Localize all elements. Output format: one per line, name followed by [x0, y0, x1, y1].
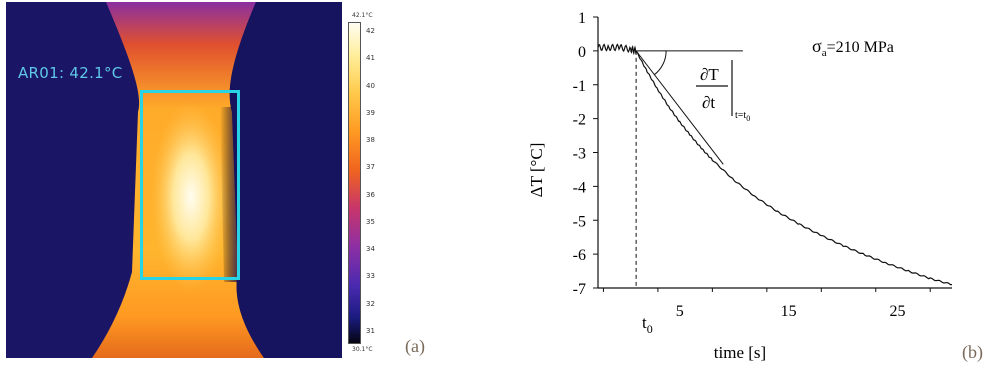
panel-a-caption: (a) [405, 336, 425, 356]
y-tick-label: -1 [573, 78, 586, 95]
chart-ticks: 1 0 -1 -2 -3 -4 -5 -6 -7 5 15 25 [573, 10, 931, 320]
colorbar-tick-label: 39 [366, 108, 375, 117]
derivative-eval-text: t=t [735, 110, 746, 121]
stress-symbol: σ [812, 36, 822, 56]
x-axis-label: time [s] [714, 343, 766, 362]
colorbar-tick-label: 42 [366, 27, 375, 35]
x-tick-label: 25 [890, 303, 906, 320]
y-axis-label: ΔT [°C] [527, 143, 546, 198]
tangent-line [635, 50, 724, 165]
x-tick-label: 15 [781, 303, 797, 320]
angle-arc [654, 50, 667, 76]
roi-label: AR01: 42.1°C [18, 64, 123, 82]
derivative-eval-sub0: 0 [746, 114, 750, 123]
colorbar-tick-label: 38 [366, 136, 375, 145]
thermal-image: AR01: 42.1°C [6, 2, 342, 358]
temperature-curve [597, 43, 953, 286]
y-tick-label: 1 [578, 10, 586, 27]
panel-b-caption: (b) [962, 342, 983, 362]
colorbar-tick-label: 37 [366, 163, 375, 172]
y-tick-label: -6 [573, 247, 586, 264]
colorbar-tick-label: 35 [366, 217, 375, 226]
colorbar-tick-label: 41 [366, 54, 375, 63]
t0-subscript: 0 [647, 322, 653, 336]
colorbar-min-label: 30.1°C [352, 346, 373, 353]
t0-label: t0 [642, 313, 653, 336]
colorbar-tick-label: 40 [366, 81, 375, 90]
derivative-numerator: ∂T [700, 65, 719, 84]
colorbar-max-label: 42.1°C [352, 12, 373, 19]
y-tick-label: 0 [578, 44, 586, 61]
stress-annotation: σa=210 MPa [812, 36, 894, 59]
colorbar-tick-label: 31 [366, 327, 375, 335]
t0-symbol: t [642, 313, 647, 332]
colorbar-tick-label: 34 [366, 245, 375, 254]
derivative-denominator: ∂t [702, 93, 715, 112]
specimen-heatmap [6, 2, 342, 358]
colorbar-tick-label: 36 [366, 190, 375, 199]
temperature-chart: 1 0 -1 -2 -3 -4 -5 -6 -7 5 15 25 time [s] ΔT [°C] t… [527, 10, 953, 362]
derivative-annotation: ∂T ∂t t=t0 [696, 60, 750, 123]
colorbar: 42.1°C 42 41 40 39 38 37 36 35 34 33 32 31 30.1°C [346, 10, 396, 360]
roi-rectangle [140, 90, 240, 280]
derivative-eval-subscript: t=t0 [735, 110, 750, 123]
chart-axes [597, 17, 952, 289]
y-tick-label: -3 [573, 146, 586, 163]
y-tick-label: -4 [573, 179, 586, 196]
colorbar-tick-label: 32 [366, 299, 375, 308]
colorbar-tick-label: 33 [366, 272, 375, 281]
y-tick-label: -2 [573, 112, 586, 129]
stress-value: =210 MPa [827, 39, 894, 56]
chart-marks [597, 43, 953, 288]
x-tick-label: 5 [676, 303, 684, 320]
colorbar-gradient [348, 22, 361, 344]
y-tick-label: -7 [573, 281, 586, 298]
y-tick-label: -5 [573, 213, 586, 230]
stress-subscript: a [822, 47, 827, 59]
